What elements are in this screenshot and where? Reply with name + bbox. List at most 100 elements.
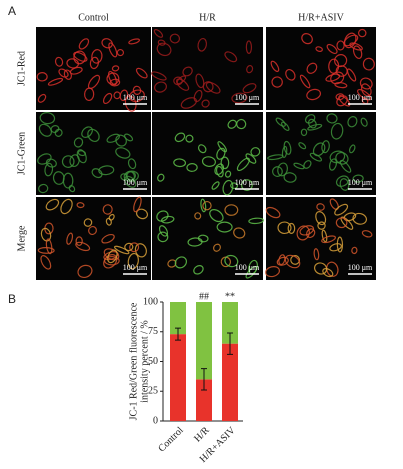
row-label: JC1-Red	[16, 51, 27, 86]
y-axis-label: JC-1 Red/Green fluorescence	[128, 302, 139, 420]
column-header: Control	[78, 12, 109, 23]
cell	[343, 34, 359, 47]
cell	[75, 236, 83, 246]
cell	[63, 69, 72, 80]
micrograph	[152, 112, 263, 195]
cell	[270, 60, 280, 73]
cell	[151, 71, 167, 81]
cell	[193, 265, 204, 275]
cell	[217, 141, 227, 153]
cell	[176, 75, 187, 85]
bar-segment	[170, 302, 186, 335]
cell	[348, 144, 356, 154]
cell	[330, 122, 344, 140]
scale-bar-label: 100 μm	[123, 178, 148, 187]
cell	[123, 175, 137, 188]
cell	[248, 217, 264, 225]
cell	[47, 77, 64, 86]
cell	[296, 225, 310, 241]
cell	[113, 245, 130, 255]
cell	[313, 248, 320, 261]
cell	[246, 64, 254, 74]
cell	[224, 254, 239, 268]
cell	[101, 233, 115, 244]
cell	[58, 68, 69, 78]
cell	[306, 88, 322, 101]
cell	[329, 150, 346, 164]
cell	[271, 76, 283, 88]
scale-bar-label: 100 μm	[348, 93, 373, 102]
cell	[211, 181, 220, 190]
cell	[346, 68, 357, 82]
cell	[227, 119, 237, 129]
cell	[173, 158, 187, 168]
cell	[281, 145, 288, 159]
y-tick-label: 50	[148, 356, 158, 367]
cell	[108, 42, 118, 58]
cell	[277, 162, 289, 177]
cell	[52, 171, 65, 185]
cell	[360, 117, 368, 127]
cell	[128, 38, 140, 45]
cell	[106, 72, 120, 85]
cell	[335, 151, 349, 165]
annotation: ##	[199, 291, 209, 302]
cell	[54, 128, 63, 137]
cell	[134, 243, 147, 258]
cell	[361, 230, 373, 238]
error-bar	[175, 327, 181, 341]
x-tick-label: H/R	[192, 425, 212, 445]
cell	[334, 53, 348, 68]
cell	[76, 149, 87, 164]
cell	[45, 198, 60, 211]
cell	[75, 241, 91, 252]
micrograph	[36, 197, 151, 280]
cell	[98, 165, 115, 176]
cell	[351, 246, 358, 255]
cell	[156, 210, 169, 222]
cell	[216, 147, 226, 160]
cell	[362, 57, 375, 71]
cell	[224, 170, 232, 178]
cell	[40, 255, 52, 270]
cell	[242, 83, 257, 94]
bar-segment	[222, 343, 238, 421]
cell	[182, 66, 193, 77]
cell	[127, 158, 137, 170]
cell	[66, 232, 74, 245]
cell	[213, 243, 221, 252]
cell	[40, 227, 52, 242]
cell	[197, 37, 208, 52]
cell	[224, 51, 238, 63]
cell	[68, 185, 76, 193]
cell	[321, 235, 336, 244]
column-header: H/R+ASIV	[298, 12, 344, 23]
cell	[156, 42, 172, 57]
cell	[352, 45, 363, 60]
cell	[116, 48, 125, 57]
cell	[336, 40, 345, 51]
cell	[87, 74, 101, 90]
cell	[83, 218, 93, 227]
cell	[39, 111, 56, 125]
cell	[276, 256, 289, 266]
cell	[315, 46, 323, 52]
row-label: Merge	[16, 225, 27, 251]
cell	[169, 33, 181, 44]
cell	[175, 78, 190, 91]
cell	[231, 92, 248, 104]
scale-bar-label: 100 μm	[123, 93, 148, 102]
bar-segment	[222, 302, 238, 344]
cell	[335, 175, 350, 187]
cell	[50, 125, 60, 133]
cell	[157, 231, 169, 243]
cell	[115, 147, 131, 159]
cell	[194, 212, 202, 220]
cell	[216, 221, 233, 233]
cell	[129, 89, 145, 103]
cell	[312, 142, 326, 157]
cell	[133, 196, 142, 213]
cell	[37, 93, 47, 103]
cell	[89, 56, 100, 70]
